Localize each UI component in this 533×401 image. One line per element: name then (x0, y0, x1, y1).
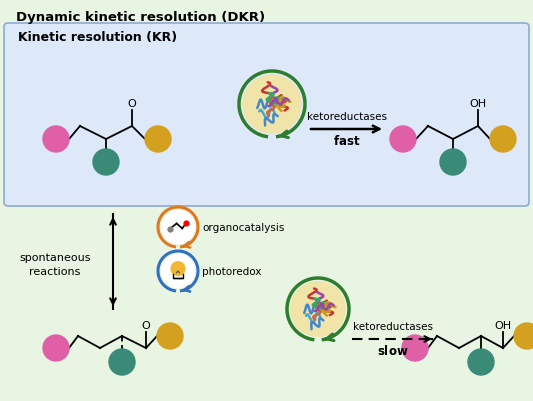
Circle shape (161, 211, 195, 244)
Text: O: O (142, 320, 150, 330)
Circle shape (290, 282, 345, 336)
Circle shape (109, 349, 135, 375)
Text: OH: OH (495, 320, 512, 330)
Circle shape (43, 127, 69, 153)
Circle shape (243, 76, 301, 134)
Circle shape (440, 150, 466, 176)
Text: $\it{\bf{slow}}$: $\it{\bf{slow}}$ (377, 343, 409, 357)
Text: ketoreductases: ketoreductases (353, 321, 433, 331)
Circle shape (157, 323, 183, 349)
FancyBboxPatch shape (4, 24, 529, 207)
Text: photoredox: photoredox (202, 266, 261, 276)
Circle shape (145, 127, 171, 153)
Circle shape (490, 127, 516, 153)
Text: OH: OH (470, 99, 487, 109)
Circle shape (468, 349, 494, 375)
Circle shape (93, 150, 119, 176)
Text: organocatalysis: organocatalysis (202, 223, 285, 233)
Text: $\it{\bf{fast}}$: $\it{\bf{fast}}$ (333, 134, 361, 148)
Text: ketoreductases: ketoreductases (307, 112, 387, 122)
Circle shape (390, 127, 416, 153)
Text: Kinetic resolution (KR): Kinetic resolution (KR) (18, 31, 177, 45)
Circle shape (171, 261, 185, 277)
Text: spontaneous
reactions: spontaneous reactions (19, 253, 91, 276)
Circle shape (402, 335, 428, 361)
Circle shape (161, 255, 195, 288)
Circle shape (43, 335, 69, 361)
Text: O: O (127, 99, 136, 109)
Text: Dynamic kinetic resolution (DKR): Dynamic kinetic resolution (DKR) (16, 10, 265, 23)
Circle shape (514, 323, 533, 349)
